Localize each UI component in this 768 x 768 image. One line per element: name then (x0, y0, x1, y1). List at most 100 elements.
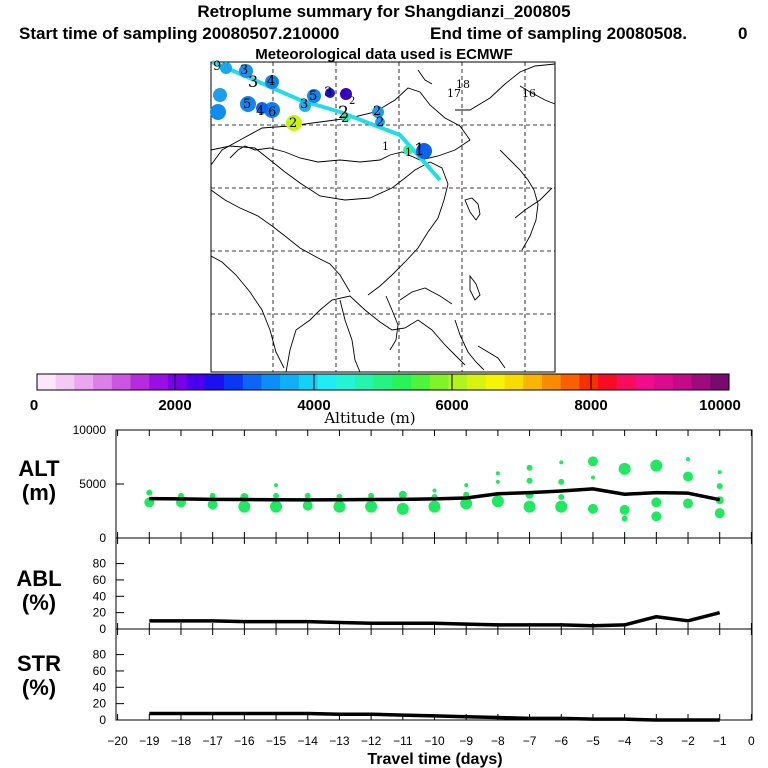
altitude-point (428, 500, 441, 513)
colorbar-cell (224, 374, 244, 390)
x-tick-label: −5 (586, 734, 600, 748)
x-tick-label: −7 (523, 734, 537, 748)
map-coastlines-borders (210, 63, 556, 373)
colorbar-cell (672, 374, 693, 390)
y-tick-label: 80 (93, 648, 107, 662)
str-line (149, 711, 720, 722)
altitude-point (464, 483, 469, 488)
colorbar-cell (429, 374, 449, 390)
colorbar-cell (411, 374, 431, 390)
altitude-point (590, 475, 595, 480)
colorbar-cell (167, 374, 188, 390)
altitude-point (619, 504, 630, 515)
plume-markers (210, 62, 432, 159)
altitude-point (146, 489, 153, 496)
svg-text:1: 1 (414, 140, 425, 160)
y-tick-label: 20 (93, 606, 107, 620)
map-day-labels: 9 3 3 4 4 5 3 6 5 3 2 2 2 2 2 1 1 1 18 1… (213, 59, 536, 160)
met-data-text: Meteorological data used is ECMWF (255, 46, 513, 63)
x-tick-label: −4 (618, 734, 632, 748)
colorbar-cell (448, 374, 468, 390)
svg-text:3: 3 (248, 72, 258, 91)
altitude-point (333, 500, 346, 513)
end-time-suffix: 0 (738, 24, 748, 43)
cbar-tick-4000: 4000 (297, 397, 330, 414)
x-tick-label: −15 (266, 734, 287, 748)
abl-panel: 0 20 40 60 80 (93, 538, 752, 636)
panel-ylabels: ALT (m) ABL (%) STR (%) (16, 456, 61, 700)
svg-text:3: 3 (324, 85, 332, 100)
y-tick-label: 60 (93, 664, 107, 678)
x-tick-label: −19 (139, 734, 160, 748)
colorbar-cell (654, 374, 674, 390)
colorbar-cell (635, 374, 655, 390)
colorbar-cell (317, 374, 337, 390)
colorbar-cell (93, 374, 113, 390)
x-tick-label: −1 (713, 734, 727, 748)
colorbar-cell (485, 374, 506, 390)
altitude-point (526, 464, 533, 471)
svg-text:2: 2 (341, 111, 349, 126)
y-tick-label: 20 (93, 697, 107, 711)
y-tick-label: 0 (99, 713, 106, 727)
y-tick-label: 80 (93, 557, 107, 571)
colorbar-cell (111, 374, 132, 390)
x-tick-labels: −20 −19 −18 −17 −16 −15 −14 −13 −12 −11 −10 −9 −8 −7−… (107, 734, 755, 748)
altitude-point (716, 483, 723, 490)
alt-panel-frame (115, 429, 753, 539)
x-tick-label: −14 (298, 734, 319, 748)
colorbar-cell (373, 374, 393, 390)
str-ylabel: STR (17, 651, 61, 676)
svg-text:9: 9 (213, 59, 221, 74)
colorbar-frame (36, 373, 730, 391)
alt-panel: 0 5000 10000 (73, 423, 752, 545)
svg-text:5: 5 (309, 89, 317, 104)
svg-text:3: 3 (240, 63, 248, 78)
x-tick-label: −17 (202, 734, 223, 748)
y-tick-label: 40 (93, 589, 107, 603)
start-time-text: Start time of sampling 20080507.210000 (19, 24, 340, 43)
colorbar-cell (560, 374, 580, 390)
x-axis-label: Travel time (days) (367, 751, 502, 768)
alt-line (149, 487, 721, 502)
altitude-point (526, 477, 533, 484)
cbar-tick-10000: 10000 (699, 397, 741, 414)
altitude-point (495, 479, 500, 484)
altitude-point (302, 500, 313, 511)
y-tick-label: 0 (99, 622, 106, 636)
altitude-point (651, 511, 662, 522)
altitude-point (304, 492, 311, 499)
colorbar: 0 2000 4000 6000 8000 10000 Altitude (m) (30, 373, 741, 427)
svg-text:6: 6 (268, 105, 276, 120)
svg-text:2: 2 (373, 104, 381, 119)
str-unit: (%) (22, 675, 56, 700)
x-tick-label: −9 (459, 734, 473, 748)
colorbar-cell (74, 374, 94, 390)
colorbar-cell (55, 374, 75, 390)
x-tick-label: −13 (329, 734, 350, 748)
svg-text:2: 2 (376, 115, 384, 130)
altitude-point (396, 502, 409, 515)
altitude-point (238, 500, 251, 513)
altitude-point (559, 460, 564, 465)
colorbar-cell (392, 374, 412, 390)
altitude-point (270, 500, 283, 513)
str-panel: 0 20 40 60 80 (93, 629, 752, 727)
altitude-point (555, 500, 568, 513)
abl-line (149, 610, 721, 628)
alt-ylabel: ALT (18, 456, 60, 481)
svg-text:17: 17 (447, 87, 461, 100)
x-tick-label: −11 (393, 734, 413, 748)
svg-text:5: 5 (243, 97, 251, 112)
colorbar-cell (467, 374, 487, 390)
altitude-point (460, 497, 473, 510)
altitude-point (365, 500, 378, 513)
altitude-point (273, 492, 280, 499)
altitude-point (683, 498, 694, 509)
svg-text:1: 1 (405, 146, 412, 159)
altitude-point (651, 497, 662, 508)
colorbar-cell (298, 374, 319, 390)
altitude-point (714, 508, 725, 519)
svg-text:2: 2 (349, 96, 355, 107)
